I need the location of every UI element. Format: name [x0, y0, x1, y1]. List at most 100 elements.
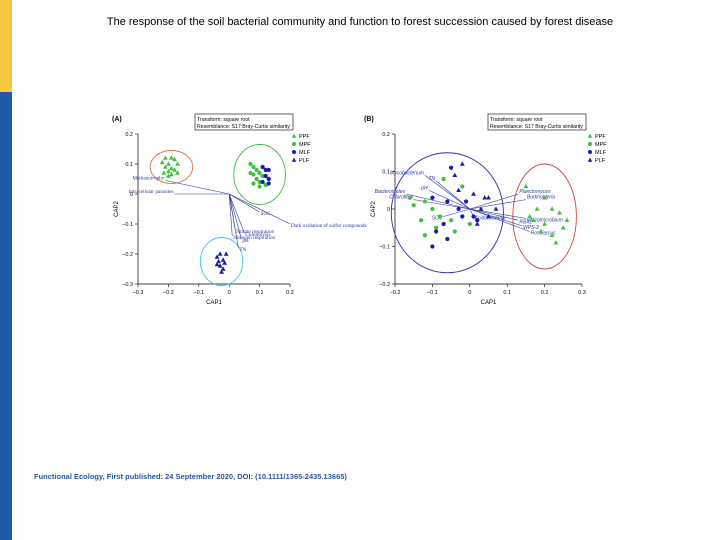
panel-b-point-mlf — [471, 214, 476, 219]
panel-b-vector-line — [443, 208, 470, 217]
panel-b-point-mlf — [449, 165, 454, 170]
panel-b-vector-line — [469, 199, 526, 210]
panel-a-legend-label: MPF — [299, 142, 311, 148]
panel-b-point-mlf — [456, 206, 461, 212]
slide-title: The response of the soil bacterial commu… — [106, 16, 614, 28]
panel-a-x-tick-label: 0.1 — [256, 290, 264, 296]
panel-b-point-mpf — [422, 233, 428, 238]
panel-b-resemblance-text: Resemblance: S17 Bray-Curtis similarity — [490, 124, 583, 130]
panel-a-vector-label: SOC — [261, 211, 272, 217]
panel-a-point-mpf — [251, 181, 256, 186]
panel-b-point-mlf — [463, 199, 469, 204]
panel-b-point-ppf — [542, 195, 547, 200]
panel-a-point-ppf — [159, 159, 165, 165]
panel-a-vector-label: Methanotrophy — [132, 176, 164, 182]
panel-b-vector-line — [406, 193, 470, 210]
panel-a-point-mpf — [254, 176, 259, 182]
panel-b-y-tick-label: 0.2 — [382, 132, 390, 138]
panel-b-vector-label: Acidobacteria — [474, 216, 506, 222]
panel-b-point-plf — [456, 187, 461, 193]
panel-a-point-mlf — [260, 164, 265, 170]
panel-b-x-tick-label: 0 — [468, 290, 471, 296]
panel-a-info-box — [194, 113, 294, 131]
panel-b-y-tick-label: 0 — [387, 207, 390, 213]
panel-a-vector-line — [228, 193, 233, 237]
panel-b-vector-line — [469, 208, 519, 221]
panel-a-vector-label: Chitinolysis — [245, 232, 270, 238]
panel-a-y-tick-label: 0.2 — [125, 132, 133, 138]
panel-b-ellipse-blue — [390, 152, 504, 274]
panel-b-y-tick-label: −0.1 — [379, 245, 390, 251]
panel-a-x-tick-label: −0.3 — [133, 290, 144, 296]
panel-a-point-plf — [219, 269, 224, 274]
panel-b-point-mlf — [430, 195, 435, 200]
panel-a-point-mpf — [260, 173, 265, 179]
panel-b-point-ppf — [564, 217, 570, 223]
panel-a-point-ppf — [175, 161, 180, 166]
panel-b-point-ppf — [542, 221, 547, 226]
panel-a-vector-label: Nitrate respiration — [236, 229, 274, 235]
panel-a-vector-line — [229, 193, 260, 213]
panel-a-ellipse-orange — [149, 150, 194, 184]
panel-b-point-mlf — [445, 236, 450, 242]
panel-b-x-axis-label: CAP1 — [481, 300, 497, 306]
panel-a-vector-line — [228, 193, 242, 240]
panel-a-point-ppf — [166, 168, 171, 174]
citation-footer: Functional Ecology, First published: 24 … — [34, 472, 347, 481]
panel-b-legend-marker — [587, 157, 593, 162]
panel-b-vector-label: Burkholderia — [527, 195, 555, 201]
panel-a-y-tick-label: 0.1 — [125, 162, 133, 168]
panel-b-vector-label: SOC — [432, 216, 443, 222]
accent-bar-yellow — [0, 0, 12, 92]
panel-b-point-plf — [459, 161, 465, 166]
panel-a-legend-marker — [291, 157, 297, 162]
panel-a-x-tick-label: 0 — [228, 290, 231, 296]
panel-a-ellipse-green — [233, 144, 286, 205]
panel-a-point-ppf — [161, 170, 167, 175]
panel-b-point-mpf — [452, 229, 457, 234]
panel-a-point-ppf — [162, 155, 168, 160]
panel-b-point-mpf — [467, 221, 472, 227]
panel-a-point-mlf — [266, 181, 271, 186]
panel-b-point-ppf — [549, 232, 555, 238]
panel-a-point-mlf — [260, 179, 265, 185]
panel-b-vector-label: Planctomyces — [519, 189, 551, 195]
panel-a-point-plf — [216, 258, 221, 264]
panel-a-point-plf — [217, 251, 223, 256]
panel-b-point-ppf — [538, 228, 544, 234]
panel-a-x-tick-label: −0.2 — [163, 290, 174, 296]
panel-a-ellipse-cyan — [199, 237, 244, 286]
panel-b-vector-label: Chloroflexi — [389, 195, 414, 201]
panel-b-vector-label: Mycobacterium — [390, 170, 424, 176]
panel-a-legend-label: PLF — [299, 158, 310, 164]
panel-b-point-plf — [486, 213, 491, 219]
panel-b-point-mpf — [460, 184, 465, 189]
panel-b-vector-label: TN — [428, 176, 435, 182]
panel-b-point-mpf — [422, 199, 428, 204]
panel-a-legend-marker — [291, 133, 297, 138]
panel-a-point-plf — [214, 261, 220, 267]
panel-a-y-tick-label: −0.3 — [122, 282, 133, 288]
panel-b-point-mlf — [475, 218, 480, 223]
panel-a-x-axis-label: CAP1 — [206, 300, 222, 306]
panel-a-vector-line — [229, 193, 291, 225]
panel-a-legend-label: PPF — [299, 134, 310, 140]
panel-b-point-mlf — [430, 244, 435, 249]
panel-b-point-ppf — [530, 217, 536, 223]
panel-b-point-mpf — [407, 195, 413, 200]
panel-b-point-ppf — [560, 225, 566, 230]
panel-b-vector-line — [413, 199, 470, 210]
panel-b-point-mpf — [449, 218, 454, 223]
panel-a-x-tick-label: 0.2 — [286, 290, 294, 296]
panel-b-x-tick-label: 0.3 — [578, 290, 586, 296]
panel-a-point-ppf — [169, 171, 174, 177]
panel-b-legend-label: MLF — [595, 150, 607, 156]
panel-a-vector-line — [228, 193, 245, 234]
panel-a-vector-label: pH — [242, 238, 249, 244]
panel-a-point-mlf — [263, 173, 268, 179]
panel-b-x-tick-label: −0.2 — [390, 290, 401, 296]
panel-b-point-plf — [471, 191, 476, 196]
panel-b-y-tick-label: −0.2 — [379, 282, 390, 288]
panel-b-point-plf — [452, 172, 458, 178]
